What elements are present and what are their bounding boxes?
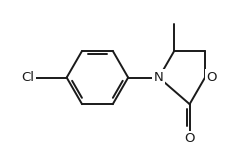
Text: O: O: [184, 132, 195, 145]
Text: Cl: Cl: [21, 71, 34, 84]
Text: O: O: [206, 71, 217, 84]
Text: N: N: [154, 71, 164, 84]
